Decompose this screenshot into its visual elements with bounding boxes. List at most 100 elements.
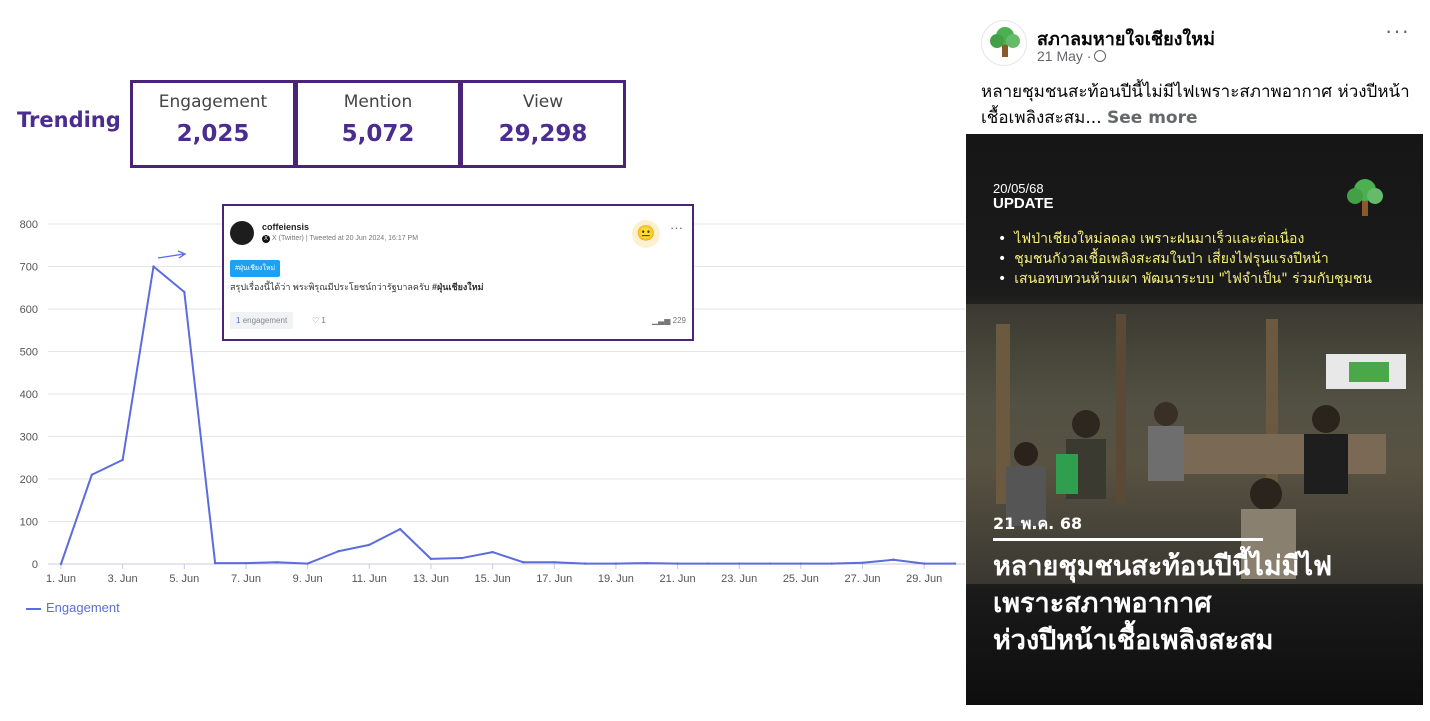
post-date-text: 21 May · <box>1037 48 1092 64</box>
bar-chart-icon: ▁▃▅ <box>651 316 671 325</box>
post-date[interactable]: 21 May · <box>1037 48 1107 64</box>
kpi-view-value: 29,298 <box>498 121 588 147</box>
data-point[interactable] <box>121 458 124 462</box>
page-avatar[interactable] <box>981 20 1027 66</box>
engagement-pill[interactable]: 1 engagement <box>230 312 294 329</box>
x-tick-label: 17. Jun <box>536 573 572 585</box>
data-point[interactable] <box>892 558 895 561</box>
chart-series <box>59 250 957 566</box>
x-tick-label: 19. Jun <box>598 573 634 585</box>
y-tick-label: 400 <box>20 389 38 401</box>
x-axis-ticks: 1. Jun 3. Jun 5. Jun 7. Jun 9. Jun 11. Jun 13.… <box>46 564 942 585</box>
more-options-button[interactable]: ··· <box>1385 18 1410 43</box>
annotation-arrow-icon <box>157 250 187 259</box>
kpi-mention-title: Mention <box>343 92 413 112</box>
data-point[interactable] <box>799 562 803 565</box>
see-more-link[interactable]: See more <box>1107 108 1198 128</box>
tweet-footer: 1 engagement ♡ 1 ▁▃▅ 229 <box>230 312 686 330</box>
post-image[interactable]: 20/05/68 UPDATE ไฟป่าเชียงใหม่ลดลง เพราะ… <box>966 134 1423 705</box>
data-point[interactable] <box>768 562 772 565</box>
data-point[interactable] <box>183 290 186 294</box>
data-point[interactable] <box>368 543 371 547</box>
caption-text: หลายชุมชนสะท้อนปีนี้ไม่มีไฟเพราะสภาพอากา… <box>981 82 1410 128</box>
data-point[interactable] <box>244 561 248 565</box>
image-headline: หลายชุมชนสะท้อนปีนี้ไม่มีไฟ เพราะสภาพอาก… <box>993 548 1332 659</box>
kpi-mention: Mention 5,072 <box>295 80 461 168</box>
x-tick-label: 11. Jun <box>352 573 387 585</box>
tree-logo-icon <box>990 27 1020 57</box>
headline-line: ห่วงปีหน้าเชื้อเพลิงสะสม <box>993 625 1274 656</box>
image-date: 20/05/68 <box>993 181 1044 196</box>
legend-label: Engagement <box>46 600 120 615</box>
kpi-engagement-value: 2,025 <box>176 121 250 147</box>
trending-label: Trending <box>17 108 121 132</box>
data-point[interactable] <box>491 550 494 554</box>
x-tick-label: 25. Jun <box>783 573 819 585</box>
x-tick-label: 1. Jun <box>46 573 76 585</box>
x-tick-label: 7. Jun <box>231 573 261 585</box>
data-point[interactable] <box>738 562 741 565</box>
data-point[interactable] <box>522 561 525 564</box>
data-point[interactable] <box>553 561 556 564</box>
image-bullet: ไฟป่าเชียงใหม่ลดลง เพราะฝนมาเร็วและต่อเน… <box>1002 229 1372 249</box>
data-point[interactable] <box>922 562 926 565</box>
tweet-hashtag[interactable]: #ฝุ่นเชียงใหม่ <box>432 282 484 292</box>
data-point[interactable] <box>337 550 340 553</box>
kpi-engagement-title: Engagement <box>158 92 268 112</box>
data-point[interactable] <box>429 557 433 561</box>
data-point[interactable] <box>59 562 63 566</box>
avatar[interactable] <box>230 221 254 245</box>
tweet-username[interactable]: coffeiensis <box>262 222 310 232</box>
data-point[interactable] <box>398 527 402 531</box>
data-point[interactable] <box>306 562 309 565</box>
page-name[interactable]: สภาลมหายใจเชียงใหม่ <box>1037 29 1215 50</box>
neutral-face-icon: 😐 <box>632 220 660 248</box>
data-point[interactable] <box>90 473 94 476</box>
hashtag-badge[interactable]: #ฝุ่นเชียงใหม่ <box>230 260 281 277</box>
data-point[interactable] <box>830 562 833 565</box>
y-tick-label: 0 <box>32 559 38 571</box>
legend-swatch <box>26 607 41 610</box>
kpi-view-title: View <box>522 92 564 112</box>
tweet-timestamp: | Tweeted at 20 Jun 2024, 16:17 PM <box>305 235 419 242</box>
x-tick-label: 29. Jun <box>906 573 942 585</box>
data-point[interactable] <box>275 561 278 564</box>
y-tick-label: 600 <box>20 304 38 316</box>
likes-value: 1 <box>321 316 326 325</box>
engagement-count: 1 <box>236 316 241 325</box>
view-count: ▁▃▅ 229 <box>652 316 686 325</box>
data-point[interactable] <box>645 561 648 565</box>
meeting-photo <box>966 304 1423 584</box>
data-point[interactable] <box>213 561 217 565</box>
tweet-text: สรุปเรื่องนี้ได้ว่า พระพิรุณมีประโยชน์กว… <box>230 280 484 294</box>
kpi-engagement: Engagement 2,025 <box>130 80 296 168</box>
tweet-body: สรุปเรื่องนี้ได้ว่า พระพิรุณมีประโยชน์กว… <box>230 282 430 292</box>
data-point[interactable] <box>676 562 679 565</box>
kpi-mention-value: 5,072 <box>341 121 415 147</box>
image-bullet: ชุมชนกังวลเชื้อเพลิงสะสมในป่า เสี่ยงไฟรุ… <box>1002 249 1372 269</box>
chart-legend[interactable]: Engagement <box>26 600 120 615</box>
series-line-engagement[interactable] <box>60 265 955 565</box>
y-tick-label: 500 <box>20 347 38 359</box>
data-point[interactable] <box>460 556 463 560</box>
more-options-icon[interactable]: ··· <box>670 220 683 235</box>
data-point[interactable] <box>614 562 618 565</box>
data-point[interactable] <box>861 561 864 564</box>
tweet-source: X (Twitter) <box>272 235 304 242</box>
headline-line: หลายชุมชนสะท้อนปีนี้ไม่มีไฟ <box>993 551 1333 582</box>
y-tick-label: 800 <box>20 219 38 231</box>
like-count[interactable]: ♡ 1 <box>312 316 326 325</box>
data-point[interactable] <box>583 562 587 565</box>
data-point[interactable] <box>152 265 155 268</box>
data-point[interactable] <box>707 562 710 565</box>
data-point[interactable] <box>953 562 957 565</box>
x-logo-icon: X <box>262 235 270 243</box>
kpi-view: View 29,298 <box>460 80 626 168</box>
image-bullet-list: ไฟป่าเชียงใหม่ลดลง เพราะฝนมาเร็วและต่อเน… <box>1002 229 1372 289</box>
image-update-label: UPDATE <box>993 195 1054 212</box>
headline-line: เพราะสภาพอากาศ <box>993 588 1212 619</box>
x-tick-label: 13. Jun <box>413 573 449 585</box>
x-tick-label: 9. Jun <box>293 573 323 585</box>
